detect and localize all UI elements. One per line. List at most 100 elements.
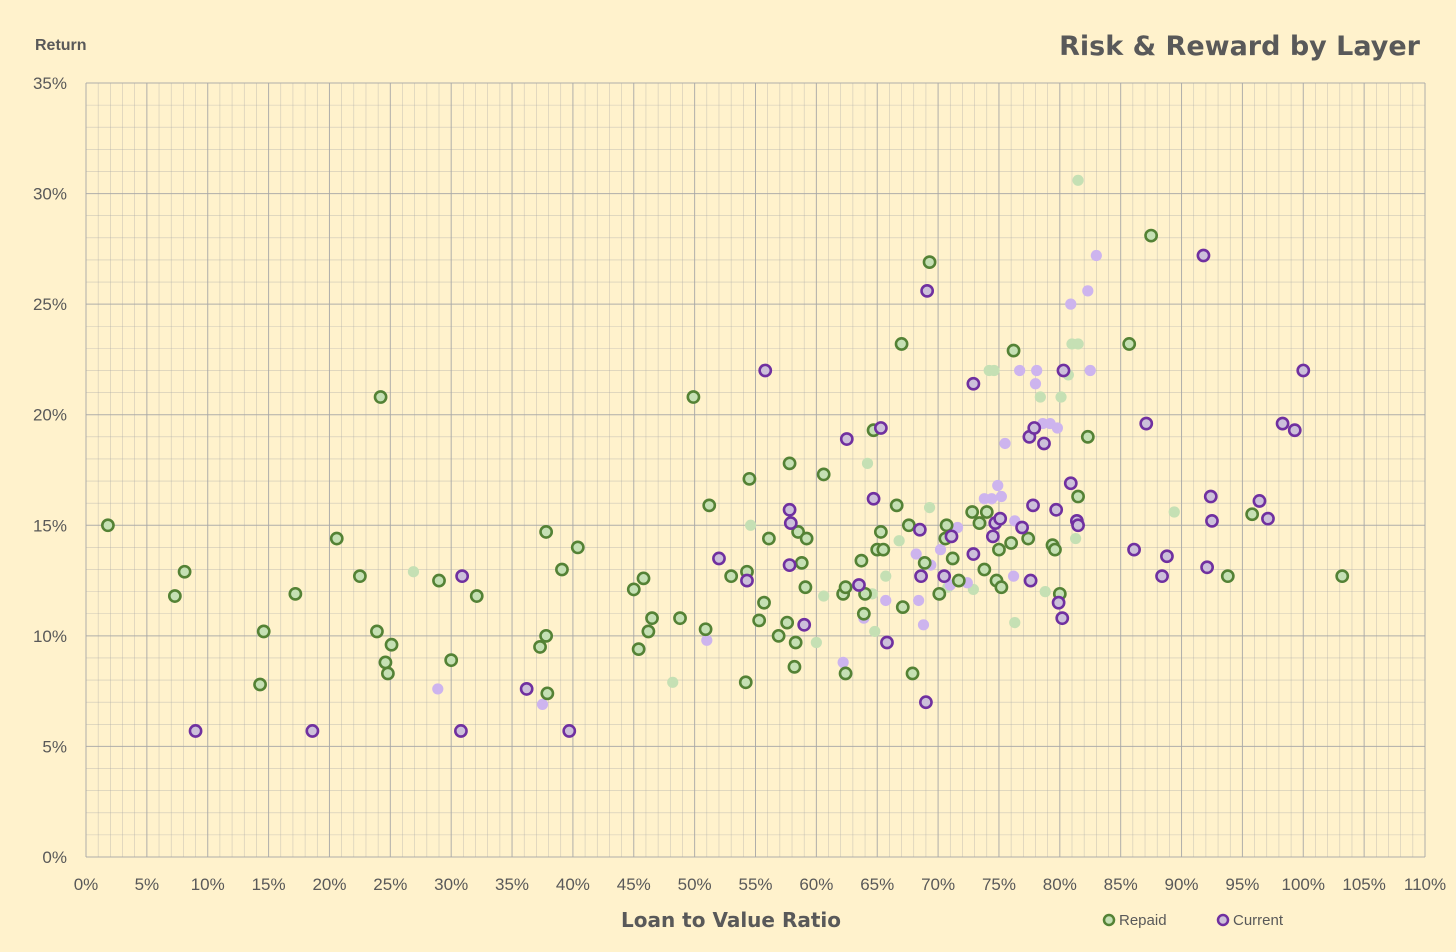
point-repaid xyxy=(895,600,910,615)
point-faded-repaid xyxy=(893,535,905,547)
point-faded-current xyxy=(986,493,998,505)
x-tick-label: 60% xyxy=(799,875,833,894)
point-faded-repaid xyxy=(861,457,874,469)
point-repaid xyxy=(256,624,271,639)
point-current xyxy=(797,617,812,632)
point-repaid xyxy=(1122,337,1137,351)
point-repaid xyxy=(1080,429,1095,444)
point-repaid xyxy=(533,640,547,654)
y-tick-label: 5% xyxy=(42,737,67,756)
point-repaid xyxy=(761,531,776,546)
point-current xyxy=(1160,549,1174,564)
point-repaid xyxy=(167,589,182,603)
point-faded-current xyxy=(1065,298,1077,310)
point-repaid xyxy=(782,456,797,471)
point-repaid xyxy=(780,615,795,630)
point-repaid xyxy=(444,653,459,668)
x-tick-label: 105% xyxy=(1342,875,1385,894)
x-tick-label: 35% xyxy=(495,875,529,894)
point-repaid xyxy=(932,586,947,601)
x-tick-label: 25% xyxy=(373,875,407,894)
point-faded-current xyxy=(1051,422,1063,434)
point-repaid xyxy=(788,635,803,650)
point-faded-current xyxy=(999,437,1011,450)
point-repaid xyxy=(177,564,192,579)
point-current xyxy=(1055,611,1070,626)
point-repaid xyxy=(752,613,767,628)
legend-label-repaid: Repaid xyxy=(1119,912,1167,929)
point-repaid xyxy=(686,390,701,404)
point-current xyxy=(740,573,754,588)
x-tick-label: 30% xyxy=(434,875,468,894)
point-current xyxy=(1015,520,1029,535)
y-tick-label: 25% xyxy=(33,295,67,314)
point-repaid xyxy=(901,518,916,533)
point-repaid xyxy=(972,516,987,530)
point-current xyxy=(1261,511,1275,526)
point-current xyxy=(1051,595,1066,610)
point-current xyxy=(993,511,1008,526)
point-faded-repaid xyxy=(810,636,822,649)
point-current xyxy=(519,682,534,696)
point-faded-repaid xyxy=(407,566,420,578)
point-faded-current xyxy=(837,656,849,668)
point-current xyxy=(852,578,866,592)
point-repaid xyxy=(702,498,717,513)
point-current xyxy=(305,724,320,738)
point-repaid xyxy=(288,586,303,601)
point-repaid xyxy=(101,518,115,533)
point-repaid xyxy=(626,582,641,597)
point-current xyxy=(782,502,797,517)
point-repaid xyxy=(352,569,367,584)
point-repaid xyxy=(965,505,980,519)
y-tick-label: 30% xyxy=(33,185,67,204)
point-repaid xyxy=(378,655,393,670)
point-repaid xyxy=(570,540,585,555)
point-faded-current xyxy=(995,490,1007,503)
point-repaid xyxy=(636,571,651,586)
y-tick-label: 10% xyxy=(33,627,67,646)
point-current xyxy=(1296,363,1311,378)
point-faded-current xyxy=(701,634,713,646)
point-repaid xyxy=(1048,542,1062,557)
point-current xyxy=(866,491,881,506)
point-faded-current xyxy=(1090,249,1102,262)
x-axis-label: Loan to Value Ratio xyxy=(621,908,841,932)
point-repaid xyxy=(469,589,484,603)
point-faded-repaid xyxy=(923,501,936,514)
point-repaid xyxy=(738,675,753,690)
point-repaid xyxy=(798,580,813,595)
point-repaid xyxy=(771,628,786,643)
point-repaid xyxy=(917,555,932,570)
point-current xyxy=(880,635,894,650)
point-repaid xyxy=(698,622,713,637)
point-current xyxy=(562,724,577,738)
point-repaid xyxy=(742,471,757,486)
point-current xyxy=(920,283,935,298)
gridlines xyxy=(85,82,1426,858)
point-faded-current xyxy=(1084,364,1096,377)
point-faded-current xyxy=(1082,285,1094,297)
point-repaid xyxy=(1220,569,1235,584)
x-tick-label: 40% xyxy=(556,875,590,894)
legend: Repaid Current xyxy=(1102,912,1284,929)
point-repaid xyxy=(838,580,853,595)
point-current xyxy=(1252,494,1267,508)
point-faded-repaid xyxy=(1070,532,1082,545)
point-faded-current xyxy=(432,683,444,695)
point-repaid xyxy=(894,337,909,351)
point-faded-current xyxy=(917,619,930,631)
point-current xyxy=(1203,489,1218,504)
point-repaid xyxy=(1144,228,1159,243)
point-faded-repaid xyxy=(1055,391,1067,403)
point-current xyxy=(966,547,981,561)
point-faded-repaid xyxy=(869,625,881,638)
point-repaid xyxy=(380,666,395,681)
point-current xyxy=(783,516,798,530)
point-faded-repaid xyxy=(1168,506,1180,518)
point-faded-repaid xyxy=(1009,616,1021,629)
point-faded-current xyxy=(910,548,922,560)
point-current xyxy=(1287,423,1302,438)
point-repaid xyxy=(1335,569,1350,584)
point-repaid xyxy=(253,677,267,692)
